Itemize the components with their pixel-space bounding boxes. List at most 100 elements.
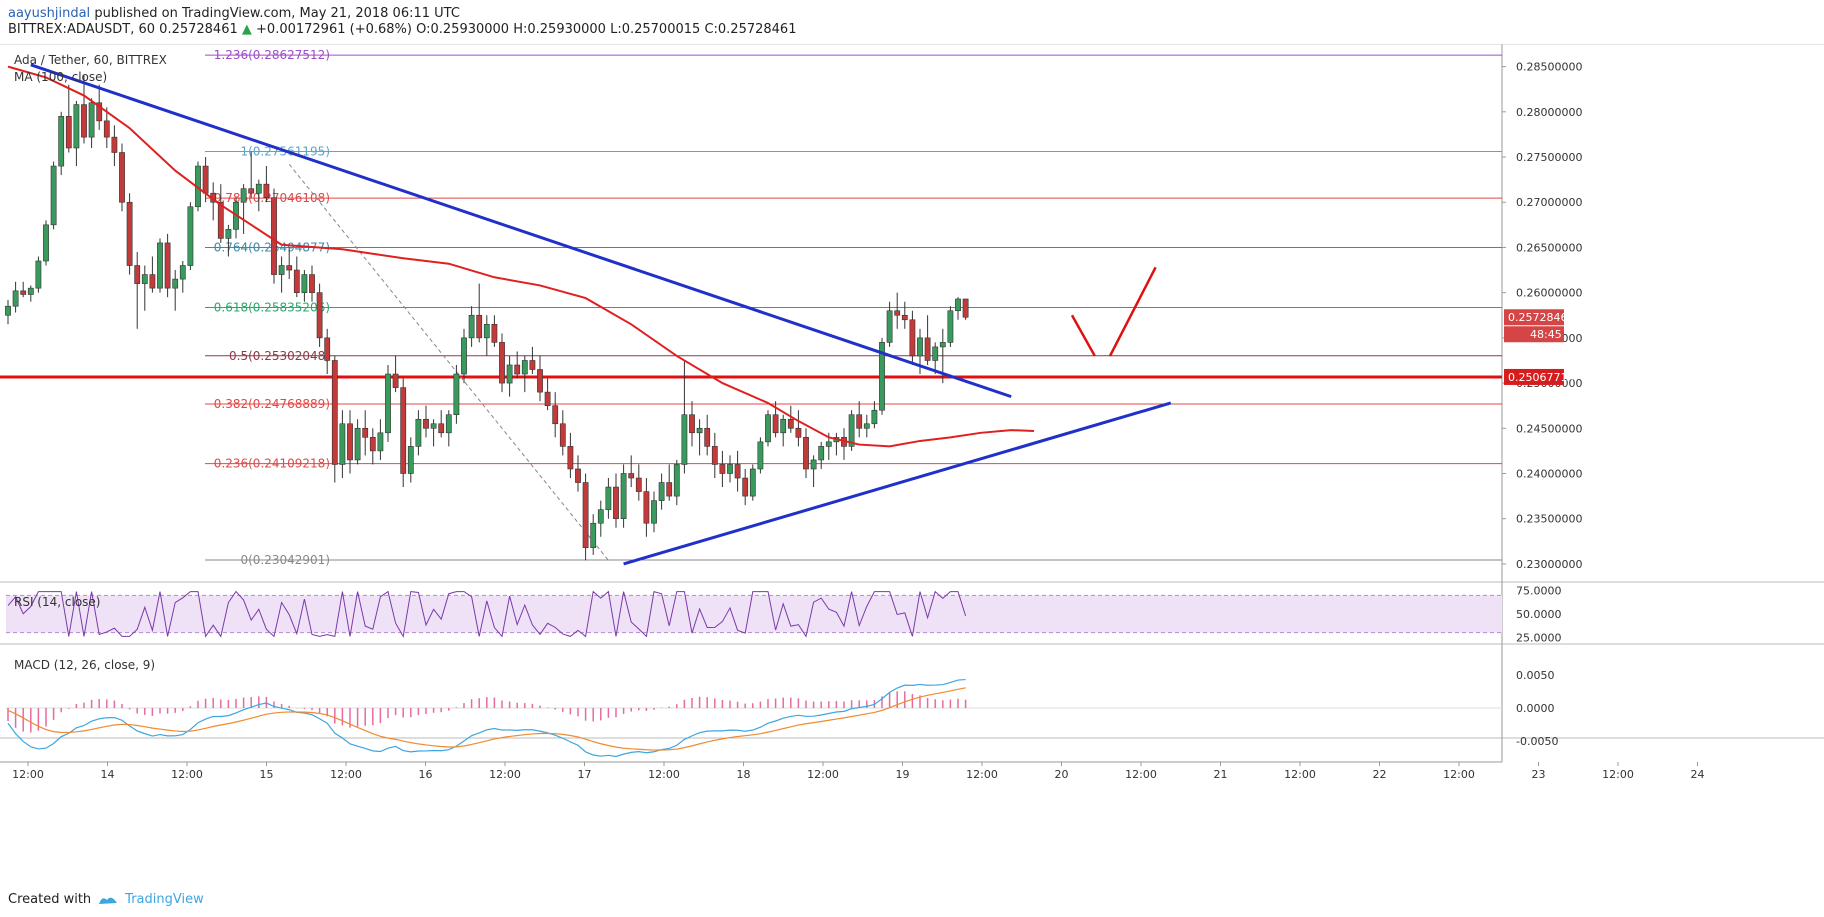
candle-body <box>187 206 194 266</box>
candle-body <box>704 427 711 447</box>
tradingview-brand[interactable]: TradingView <box>125 892 204 907</box>
candle <box>506 355 513 397</box>
candle-body <box>681 414 688 465</box>
candle-body <box>696 427 703 434</box>
candle <box>111 125 118 167</box>
candle <box>666 464 673 501</box>
rsi-tick-label: 75.0000 <box>1516 585 1562 598</box>
candle-body <box>172 278 179 289</box>
candle <box>392 355 399 393</box>
candle <box>605 478 612 519</box>
candle-body <box>164 242 171 289</box>
candle-body <box>955 298 961 312</box>
candle-body <box>848 414 855 447</box>
candle <box>58 111 65 176</box>
candle-body <box>765 414 771 443</box>
time-tick-label: 12:00 <box>1284 768 1316 781</box>
candle-body <box>278 265 285 275</box>
time-tick-label: 12:00 <box>1125 768 1157 781</box>
candle <box>643 478 650 537</box>
candle <box>711 432 718 479</box>
time-tick-label: 18 <box>737 768 751 781</box>
time-tick-label: 24 <box>1691 768 1705 781</box>
candle <box>727 455 733 483</box>
price-chart[interactable]: 1.236(0.28627512)1(0.27561195)0.786(0.27… <box>0 44 1824 884</box>
candle-body <box>719 464 726 474</box>
price-tick-label: 0.28000000 <box>1516 106 1582 119</box>
candle-body <box>309 274 315 293</box>
candle-body <box>271 197 277 275</box>
candle <box>879 337 885 415</box>
ma-legend: MA (100, close) <box>14 70 107 84</box>
fib-label-0.5: 0.5(0.25302048) <box>229 349 330 363</box>
macd-line <box>7 678 966 758</box>
candle-body <box>103 120 110 138</box>
candle <box>438 410 445 438</box>
price-tick-label: 0.26000000 <box>1516 287 1582 300</box>
candle <box>673 459 680 506</box>
candle-body <box>111 136 118 153</box>
candle <box>149 256 156 293</box>
low-value: L:0.25700015 <box>610 22 701 37</box>
candle-body <box>149 274 156 289</box>
candle-body <box>947 310 954 343</box>
candle-body <box>354 427 361 461</box>
candle-body <box>939 342 946 348</box>
candle <box>362 410 369 456</box>
candle <box>309 265 315 302</box>
candle-body <box>58 116 65 167</box>
candle <box>787 405 794 433</box>
price-tick-label: 0.23000000 <box>1516 558 1582 571</box>
candle <box>901 301 908 329</box>
candle <box>651 491 657 533</box>
candle-body <box>339 423 346 465</box>
candle <box>689 401 695 447</box>
candle <box>407 437 414 483</box>
candle-body <box>772 414 779 434</box>
candle <box>863 414 870 438</box>
candle <box>187 202 194 271</box>
candle-body <box>5 305 11 316</box>
candle-body <box>673 464 680 497</box>
candle <box>947 306 954 347</box>
signal-line <box>7 687 966 751</box>
candle-body <box>179 265 186 280</box>
candle <box>810 455 817 488</box>
candle <box>491 315 498 347</box>
candle <box>324 328 331 375</box>
candle <box>12 281 19 313</box>
candle <box>514 351 521 379</box>
candle-body <box>65 116 72 149</box>
time-tick-label: 12:00 <box>330 768 362 781</box>
candle <box>119 143 125 212</box>
candle <box>871 401 878 429</box>
candle-body <box>856 414 863 429</box>
candle-body <box>863 423 870 429</box>
candle-body <box>476 314 483 339</box>
candle <box>483 315 490 356</box>
time-tick-label: 15 <box>260 768 274 781</box>
candle-body <box>263 183 270 199</box>
candle-body <box>362 427 369 438</box>
candle <box>757 437 764 474</box>
candle <box>719 450 726 488</box>
candle-body <box>400 387 407 474</box>
time-tick-label: 12:00 <box>1443 768 1475 781</box>
macd-tick-label: 0.0050 <box>1516 669 1555 682</box>
candle-body <box>301 274 308 293</box>
candle <box>293 256 300 298</box>
author-link[interactable]: aayushjindal <box>8 6 91 21</box>
candle <box>932 342 939 375</box>
support-price-label: 0.25067714 <box>1508 371 1574 384</box>
candle <box>734 450 741 492</box>
candle <box>400 378 407 488</box>
candle-body <box>658 482 665 501</box>
chart-title: Ada / Tether, 60, BITTREX <box>14 53 167 67</box>
candle-body <box>119 152 125 203</box>
tradingview-logo-icon <box>99 897 118 904</box>
support-price-tag <box>1504 368 1564 385</box>
candle-body <box>88 102 95 138</box>
time-tick-label: 16 <box>419 768 433 781</box>
candle <box>50 161 57 230</box>
rsi-line <box>7 590 967 638</box>
